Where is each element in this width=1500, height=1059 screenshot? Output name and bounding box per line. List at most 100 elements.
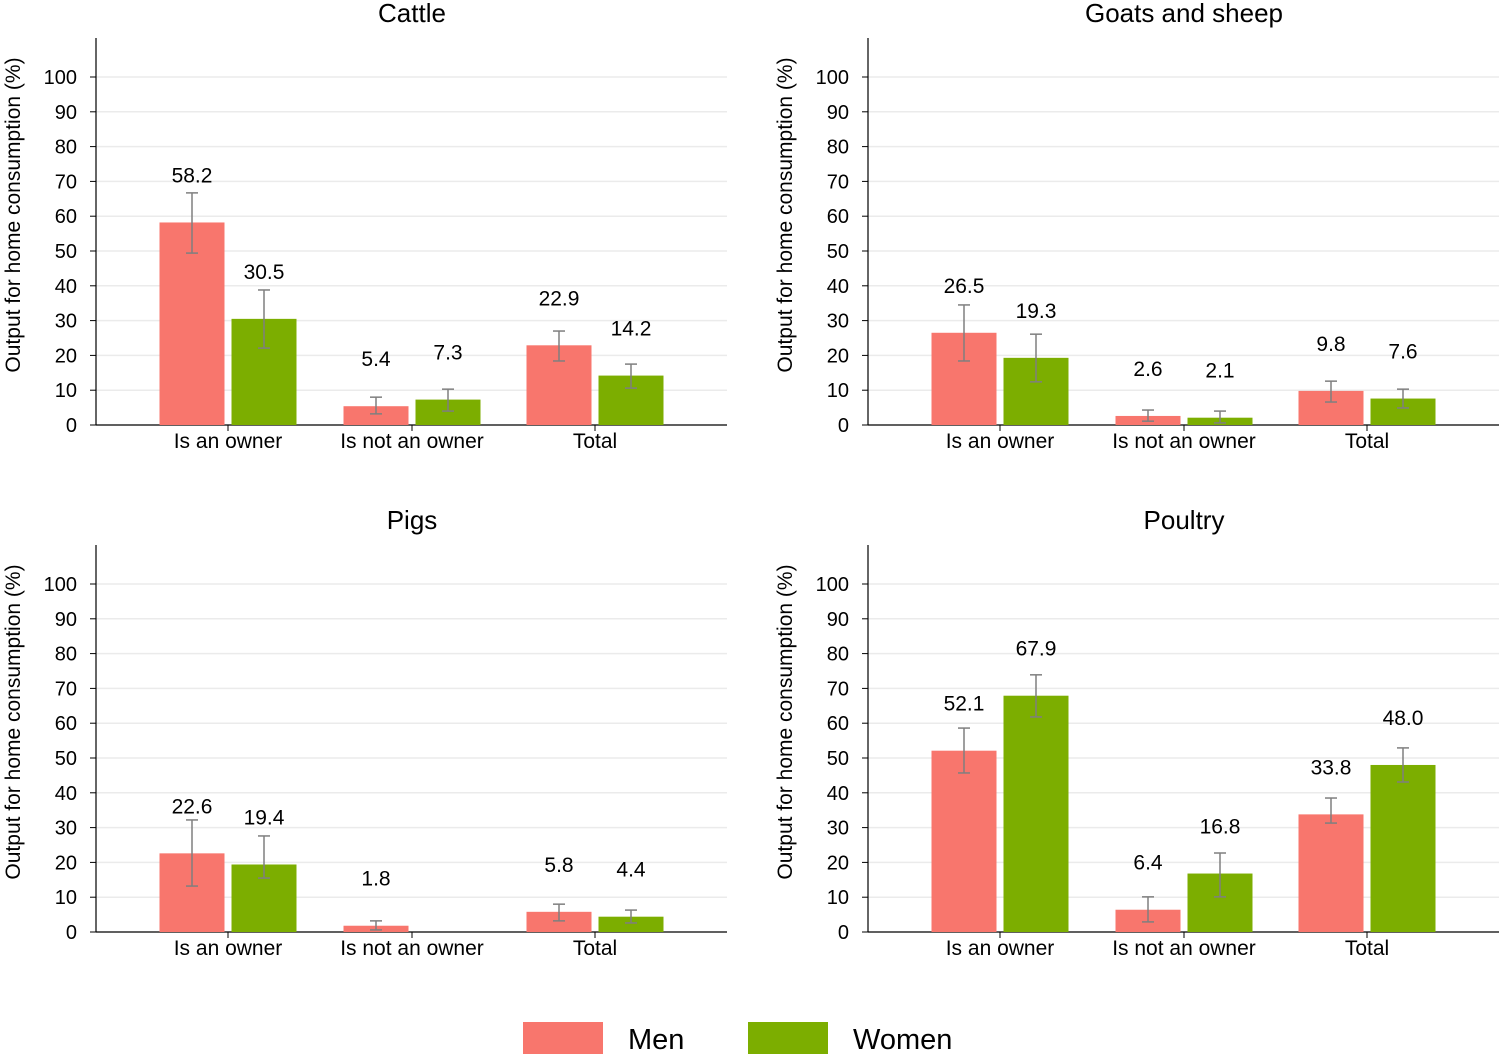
panel-title: Pigs <box>387 505 438 535</box>
y-axis-label: Output for home consumption (%) <box>2 57 25 372</box>
y-tick-label: 0 <box>838 922 849 944</box>
x-tick-label: Total <box>573 430 617 453</box>
y-tick-label: 10 <box>55 887 77 909</box>
y-tick-label: 60 <box>55 713 77 735</box>
data-label: 48.0 <box>1383 707 1424 730</box>
y-axis-label: Output for home consumption (%) <box>2 564 25 879</box>
panel-title: Goats and sheep <box>1085 0 1283 28</box>
y-tick-label: 100 <box>816 67 849 89</box>
x-tick-label: Is not an owner <box>340 937 484 960</box>
panel-title: Cattle <box>378 0 446 28</box>
legend: Men Women <box>523 1022 952 1056</box>
data-label: 16.8 <box>1200 816 1241 839</box>
y-tick-label: 30 <box>827 818 849 840</box>
y-tick-label: 50 <box>827 241 849 263</box>
data-label: 19.4 <box>244 806 285 829</box>
y-tick-label: 40 <box>55 783 77 805</box>
data-label: 52.1 <box>944 693 985 716</box>
panel-title: Poultry <box>1144 505 1225 535</box>
panel-cattle: 0 10 20 30 40 50 60 70 80 90 100 Cattle Output for h… <box>2 0 727 453</box>
bar-women <box>1370 764 1436 932</box>
data-label: 5.4 <box>361 348 391 371</box>
data-label: 9.8 <box>1316 333 1345 356</box>
y-tick-label: 80 <box>827 644 849 666</box>
y-tick-label: 60 <box>55 206 77 228</box>
data-label: 22.6 <box>172 795 213 818</box>
y-tick-label: 90 <box>55 609 77 631</box>
y-tick-label: 30 <box>55 818 77 840</box>
data-label: 7.6 <box>1388 341 1417 364</box>
y-tick-label: 60 <box>827 206 849 228</box>
data-label: 33.8 <box>1311 756 1352 779</box>
y-tick-label: 40 <box>827 783 849 805</box>
y-tick-label: 80 <box>827 137 849 159</box>
x-tick-label: Is not an owner <box>340 430 484 453</box>
y-tick-label: 10 <box>55 380 77 402</box>
y-tick-label: 90 <box>827 609 849 631</box>
data-label: 14.2 <box>611 318 652 341</box>
data-label: 4.4 <box>616 859 646 882</box>
y-tick-label: 90 <box>55 102 77 124</box>
y-tick-label: 100 <box>816 574 849 596</box>
panel-goats-and-sheep: 0 10 20 30 40 50 60 70 80 90 100 Goats and sheep Out… <box>774 0 1499 453</box>
bar-men <box>343 406 409 425</box>
y-tick-label: 70 <box>55 171 77 193</box>
y-tick-label: 20 <box>55 852 77 874</box>
data-label: 19.3 <box>1016 300 1057 323</box>
x-tick-label: Total <box>1345 430 1389 453</box>
y-tick-label: 70 <box>827 171 849 193</box>
x-tick-label: Is an owner <box>174 937 283 960</box>
legend-swatch-women <box>748 1022 828 1056</box>
data-label: 26.5 <box>944 275 985 298</box>
panel-poultry: 0 10 20 30 40 50 60 70 80 90 100 Poultry Output for … <box>774 505 1499 960</box>
legend-swatch-men <box>523 1022 603 1056</box>
bar-men <box>526 911 592 932</box>
y-tick-label: 70 <box>827 678 849 700</box>
data-label: 7.3 <box>433 342 462 365</box>
data-label: 5.8 <box>544 854 573 877</box>
y-tick-label: 0 <box>838 415 849 437</box>
data-label: 2.6 <box>1133 358 1162 381</box>
x-tick-label: Is an owner <box>174 430 283 453</box>
y-tick-label: 0 <box>66 922 77 944</box>
y-tick-label: 100 <box>44 574 77 596</box>
y-tick-label: 50 <box>55 748 77 770</box>
bar-men <box>931 750 997 932</box>
y-tick-label: 50 <box>827 748 849 770</box>
x-tick-label: Total <box>573 937 617 960</box>
y-tick-label: 80 <box>55 644 77 666</box>
y-tick-label: 0 <box>66 415 77 437</box>
y-tick-label: 90 <box>827 102 849 124</box>
data-label: 58.2 <box>172 164 213 187</box>
bar-women <box>598 916 664 932</box>
y-tick-label: 60 <box>827 713 849 735</box>
x-tick-label: Total <box>1345 937 1389 960</box>
y-tick-label: 70 <box>55 678 77 700</box>
bar-women <box>1003 695 1069 932</box>
y-tick-label: 40 <box>827 276 849 298</box>
y-tick-label: 20 <box>827 345 849 367</box>
y-tick-label: 100 <box>44 67 77 89</box>
data-label: 6.4 <box>1133 852 1163 875</box>
y-tick-label: 30 <box>827 311 849 333</box>
x-tick-label: Is not an owner <box>1112 937 1256 960</box>
y-tick-label: 10 <box>827 887 849 909</box>
data-label: 2.1 <box>1205 360 1234 383</box>
x-tick-label: Is an owner <box>946 937 1055 960</box>
legend-label-men: Men <box>628 1024 684 1054</box>
panel-pigs: 0 10 20 30 40 50 60 70 80 90 100 Pigs Output for hom… <box>2 505 727 960</box>
data-label: 30.5 <box>244 261 285 284</box>
data-label: 67.9 <box>1016 638 1057 661</box>
y-tick-label: 50 <box>55 241 77 263</box>
y-tick-label: 30 <box>55 311 77 333</box>
legend-label-women: Women <box>853 1024 952 1054</box>
y-axis-label: Output for home consumption (%) <box>774 564 797 879</box>
y-tick-label: 10 <box>827 380 849 402</box>
y-tick-label: 20 <box>55 345 77 367</box>
data-label: 1.8 <box>361 868 390 891</box>
bar-men <box>1298 814 1364 932</box>
bar-men <box>159 222 225 425</box>
y-tick-label: 80 <box>55 137 77 159</box>
data-label: 22.9 <box>539 287 580 310</box>
